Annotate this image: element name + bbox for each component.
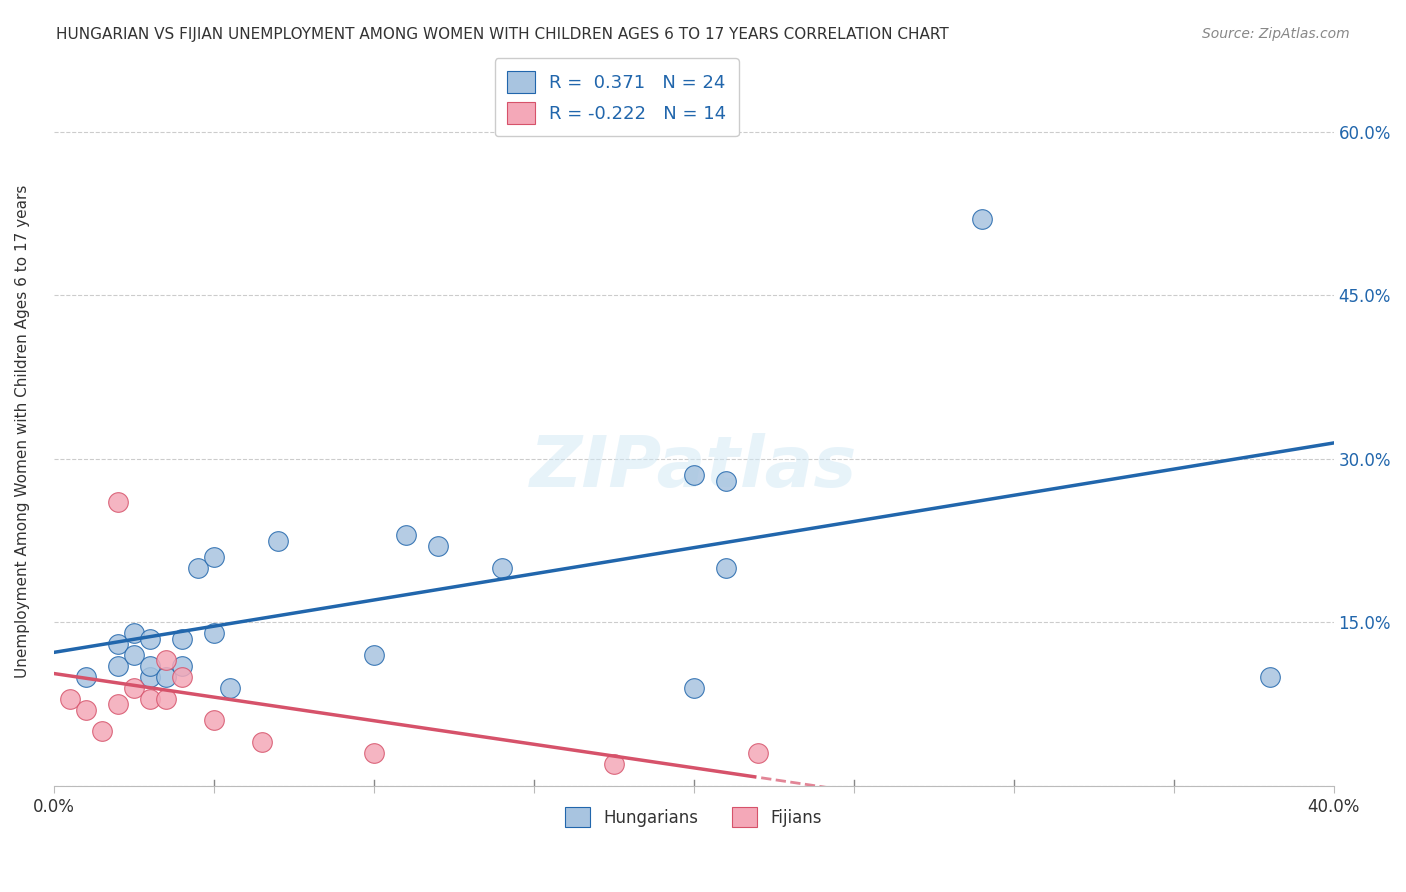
Point: [107, 495, 129, 509]
Point: [155, 670, 177, 684]
Point: [138, 632, 160, 646]
Point: [138, 691, 160, 706]
Text: Source: ZipAtlas.com: Source: ZipAtlas.com: [1202, 27, 1350, 41]
Point: [491, 561, 513, 575]
Point: [714, 474, 737, 488]
Point: [155, 691, 177, 706]
Point: [714, 561, 737, 575]
Point: [747, 746, 769, 760]
Point: [170, 659, 193, 673]
Point: [75, 670, 97, 684]
Point: [155, 653, 177, 667]
Legend: Hungarians, Fijians: Hungarians, Fijians: [558, 800, 828, 834]
Text: HUNGARIAN VS FIJIAN UNEMPLOYMENT AMONG WOMEN WITH CHILDREN AGES 6 TO 17 YEARS CO: HUNGARIAN VS FIJIAN UNEMPLOYMENT AMONG W…: [56, 27, 949, 42]
Point: [202, 714, 225, 728]
Point: [202, 626, 225, 640]
Point: [107, 697, 129, 711]
Point: [363, 648, 385, 662]
Point: [122, 681, 145, 695]
Point: [122, 626, 145, 640]
Point: [363, 746, 385, 760]
Point: [394, 528, 416, 542]
Point: [138, 670, 160, 684]
Point: [250, 735, 273, 749]
Point: [682, 681, 704, 695]
Point: [218, 681, 240, 695]
Y-axis label: Unemployment Among Women with Children Ages 6 to 17 years: Unemployment Among Women with Children A…: [15, 185, 30, 678]
Point: [107, 659, 129, 673]
Point: [75, 702, 97, 716]
Point: [970, 212, 993, 227]
Point: [107, 637, 129, 651]
Point: [426, 539, 449, 553]
Point: [187, 561, 209, 575]
Point: [170, 632, 193, 646]
Point: [266, 533, 288, 548]
Point: [170, 670, 193, 684]
Point: [602, 756, 624, 771]
Point: [682, 468, 704, 483]
Point: [202, 549, 225, 564]
Point: [1258, 670, 1281, 684]
Point: [122, 648, 145, 662]
Point: [59, 691, 82, 706]
Point: [138, 659, 160, 673]
Point: [90, 724, 112, 739]
Text: ZIPatlas: ZIPatlas: [530, 433, 858, 501]
